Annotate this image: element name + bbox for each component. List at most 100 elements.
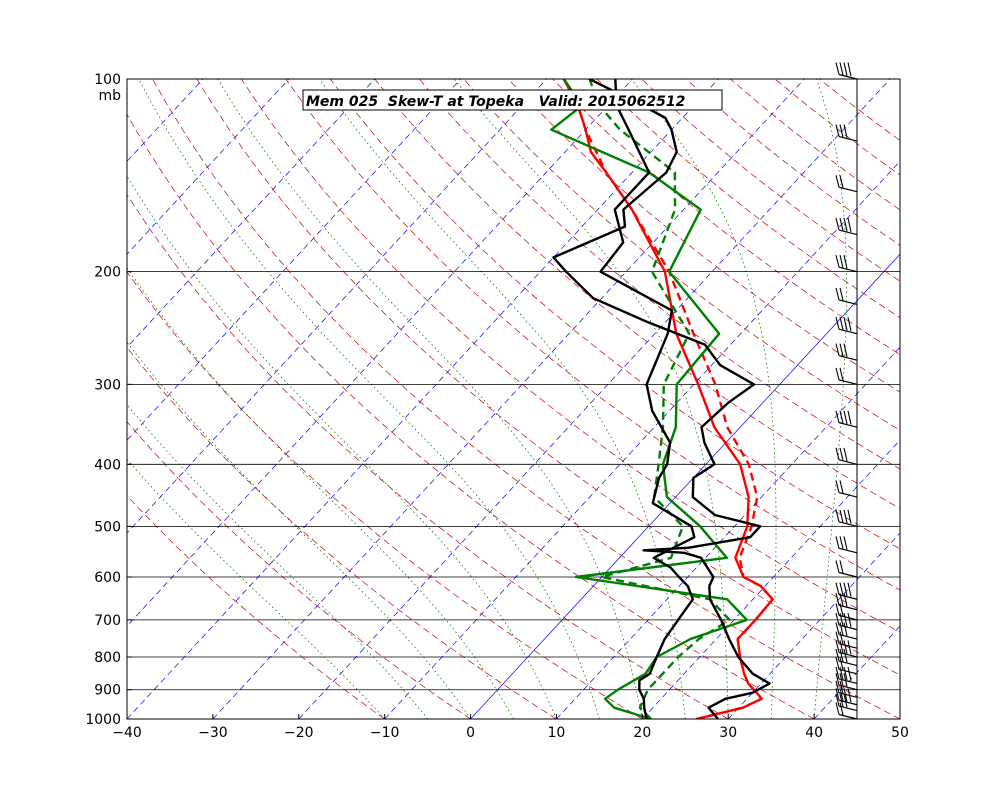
wind-barb-shaft <box>838 266 858 273</box>
wind-barb <box>835 560 858 578</box>
moist-adiabat-line <box>127 404 428 719</box>
dry-adiabat-line <box>127 113 815 719</box>
wind-barb-feather <box>835 447 840 460</box>
wind-barb-feather <box>835 693 840 707</box>
wind-barb <box>835 287 858 305</box>
wind-barb-feather <box>843 217 848 232</box>
wind-barb <box>835 410 858 428</box>
isotherm-line <box>556 346 900 719</box>
wind-barb-feather <box>843 582 848 597</box>
wind-barb <box>835 702 858 720</box>
wind-barb <box>835 317 858 335</box>
wind-barb-shaft <box>838 604 858 611</box>
dry-adiabat-line <box>285 79 900 591</box>
y-tick-label: 800 <box>94 650 121 666</box>
dry-adiabat-line <box>127 271 643 719</box>
wind-barb-feather <box>847 317 852 332</box>
wind-barb-feather <box>835 648 840 662</box>
sounding-profiles <box>550 79 774 719</box>
wind-barb-feather <box>847 582 852 597</box>
wind-barb-feather <box>839 343 844 357</box>
wind-barb-shaft <box>838 643 858 649</box>
wind-barb-shaft <box>838 491 858 498</box>
wind-barb-feather <box>847 509 852 524</box>
isotherm-line <box>127 79 547 534</box>
y-tick-label: 900 <box>94 683 121 699</box>
wind-barb-feather <box>835 582 840 595</box>
wind-barb-feather <box>839 175 844 188</box>
wind-barb-shaft <box>838 705 858 712</box>
wind-barb-shaft <box>838 422 858 428</box>
isotherm-line <box>127 79 461 441</box>
wind-barb-feather <box>847 612 852 628</box>
wind-barb-feather <box>839 680 844 694</box>
wind-barb-feather <box>839 702 844 716</box>
wind-barb-feather <box>839 480 844 494</box>
wind-barb-shaft <box>838 713 858 720</box>
wind-barb-shaft <box>838 186 858 193</box>
wind-barb-feather <box>843 593 848 607</box>
wind-barb-feather <box>843 410 848 425</box>
isobar-lines <box>127 271 900 691</box>
wind-barb-feather <box>839 124 844 138</box>
wind-barb-feather <box>847 217 852 232</box>
wind-barb-feather <box>835 287 840 301</box>
wind-barb-feather <box>839 509 844 523</box>
wind-barb-feather <box>839 666 844 680</box>
wind-barb <box>835 255 858 273</box>
wind-barb-feather <box>839 62 844 76</box>
wind-barb-feather <box>847 640 852 655</box>
wind-barb <box>835 62 858 80</box>
x-tick-label: 40 <box>805 725 823 741</box>
wind-barb <box>835 509 858 527</box>
wind-barb <box>835 536 858 554</box>
isotherm-line <box>298 79 891 719</box>
wind-barb <box>835 217 858 236</box>
wind-barb-feather <box>839 622 844 636</box>
wind-barb-feather <box>835 560 840 573</box>
wind-barb-feather <box>839 560 844 574</box>
wind-barb-feather <box>847 410 852 425</box>
wind-barb-feather <box>839 582 844 596</box>
x-tick-label: 20 <box>633 725 651 741</box>
profile-line <box>552 79 771 719</box>
wind-barb-shaft <box>838 73 858 80</box>
wind-barb <box>835 124 858 142</box>
wind-barb-feather <box>835 410 840 423</box>
wind-barb-shaft <box>838 614 858 621</box>
wind-barb-feather <box>839 657 844 671</box>
dry-adiabat-line <box>196 79 900 676</box>
x-tick-label: −40 <box>112 725 142 741</box>
y-tick-label: 300 <box>94 377 121 393</box>
wind-barb-feather <box>835 622 840 635</box>
wind-barb-shaft <box>838 692 858 698</box>
x-tick-label: 50 <box>891 725 909 741</box>
wind-barb-feather <box>835 343 840 356</box>
wind-barb-feather <box>835 536 840 549</box>
x-tick-label: −20 <box>284 725 314 741</box>
wind-barb-feather <box>843 536 848 550</box>
wind-barb-feather <box>835 603 840 616</box>
dry-adiabat-line <box>507 79 900 393</box>
y-tick-label: 500 <box>94 519 121 535</box>
wind-barb-feather <box>839 688 844 701</box>
wind-barb-feather <box>843 673 848 687</box>
wind-barb-shaft <box>838 668 858 675</box>
wind-barb-shaft <box>838 699 858 706</box>
wind-barb <box>835 480 858 498</box>
wind-barb <box>835 631 858 649</box>
isotherm-line <box>127 79 719 719</box>
wind-barb-feather <box>835 217 840 231</box>
wind-barb <box>835 640 858 658</box>
profile-line <box>599 79 696 719</box>
wind-barb-feather <box>835 657 840 670</box>
wind-barb-feather <box>835 509 840 522</box>
wind-barb-shaft <box>838 328 858 335</box>
y-tick-label: 700 <box>94 613 121 629</box>
wind-barb-shaft <box>838 594 858 600</box>
wind-barb-feather <box>835 124 840 137</box>
wind-barb-feather <box>839 640 844 654</box>
wind-barb-feather <box>839 317 844 330</box>
wind-barb-shaft <box>838 624 858 631</box>
